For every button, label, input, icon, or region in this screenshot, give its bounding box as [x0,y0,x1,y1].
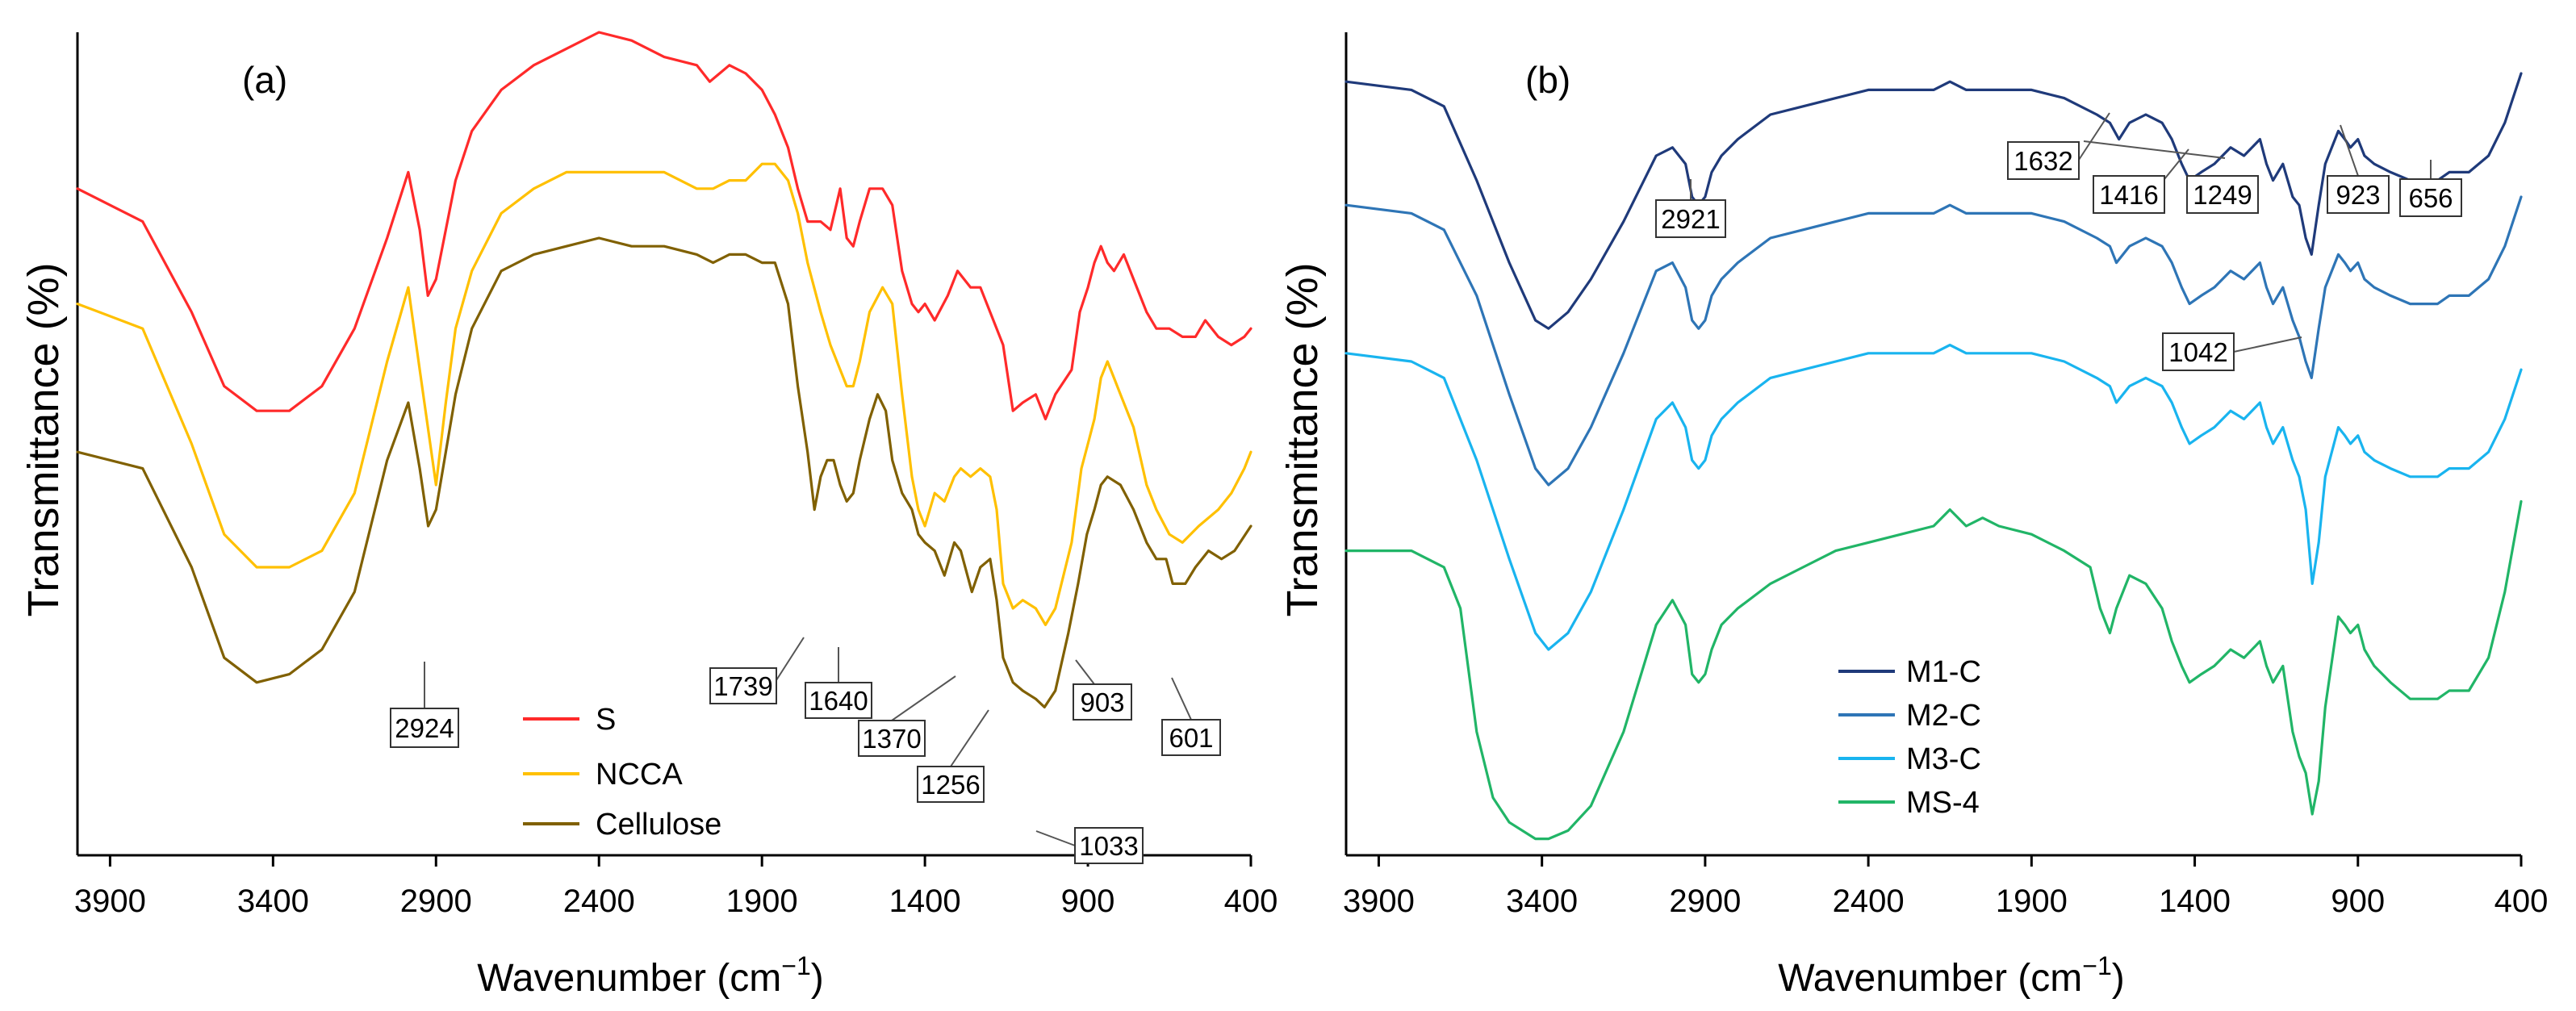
legend-item-cellulose: Cellulose [523,808,721,842]
x-tick-label-2400: 2400 [1833,884,1905,919]
svg-text:2924: 2924 [395,713,454,743]
svg-text:1249: 1249 [2193,180,2252,210]
panel-b: 3900 3400 2900 2400 1900 1400 900 400 (b) Trans… [1278,32,2548,1000]
svg-text:1256: 1256 [921,770,980,800]
svg-text:1042: 1042 [2168,337,2227,367]
panel-b-series [1344,72,2523,841]
panel-a-annotations: 2924 1739 1640 1370 1256 [390,637,1221,864]
series-line-m3-c [1344,344,2523,651]
panel-b-y-axis-title: Transmittance (%) [1278,262,1327,616]
annotation-1370: 1370 [858,675,956,757]
annotation-1739: 1739 [709,637,805,704]
panel-a-legend: S NCCA Cellulose [523,703,721,842]
annotation-2924: 2924 [390,662,459,748]
series-line-s [76,31,1252,420]
annotation-1042: 1042 [2162,332,2302,371]
panel-b-legend: M1-C M2-C M3-C MS-4 [1838,655,1981,820]
annotation-903: 903 [1073,659,1132,721]
legend-item-ncca: NCCA [523,758,683,792]
annotation-1033: 1033 [1035,827,1144,864]
x-tick-label-3400: 3400 [1506,884,1578,919]
x-tick-label-1400: 1400 [2159,884,2231,919]
panel-b-annotations: 2921 1632 1416 1249 923 [1655,112,2462,371]
svg-text:903: 903 [1080,687,1124,717]
annotation-1640: 1640 [805,647,872,719]
svg-text:923: 923 [2336,180,2380,210]
series-line-m1-c [1344,72,2523,330]
svg-text:601: 601 [1169,723,1213,753]
svg-text:2921: 2921 [1661,204,1720,234]
x-tick-label-2400: 2400 [563,884,635,919]
series-line-m2-c [1344,195,2523,487]
x-tick-label-900: 900 [1061,884,1115,919]
panel-a-y-axis-title: Transmittance (%) [19,262,68,616]
svg-text:1640: 1640 [809,686,868,716]
panel-b-x-axis-title: Wavenumber (cm−1) [1778,951,2124,1000]
annotation-923: 923 [2327,124,2390,214]
annotation-1416: 1416 [2093,148,2189,214]
x-tick-label-1400: 1400 [889,884,961,919]
annotation-601: 601 [1161,677,1221,756]
panel-b-label: (b) [1525,59,1570,101]
x-tick-label-3900: 3900 [74,884,146,919]
annotation-656: 656 [2399,160,2462,217]
legend-label-m2-c: M2-C [1906,699,1981,733]
legend-label-cellulose: Cellulose [596,808,721,842]
series-line-ncca [76,162,1252,626]
svg-text:1632: 1632 [2014,146,2072,176]
x-tick-label-900: 900 [2331,884,2385,919]
svg-text:1739: 1739 [713,671,772,701]
panel-a-series [76,31,1252,708]
x-tick-label-400: 400 [1224,884,1278,919]
x-tick-label-2900: 2900 [400,884,472,919]
legend-item-m1-c: M1-C [1838,655,1981,689]
legend-label-s: S [596,703,616,737]
svg-text:656: 656 [2408,183,2453,213]
panel-a-label: (a) [242,59,287,101]
annotation-1256: 1256 [917,709,989,803]
annotation-1632: 1632 [2007,112,2110,180]
x-tick-label-1900: 1900 [726,884,798,919]
svg-text:1416: 1416 [2099,180,2158,210]
svg-text:1033: 1033 [1079,831,1138,861]
annotation-1249: 1249 [2083,140,2259,214]
annotation-2921: 2921 [1655,179,1726,238]
x-tick-label-3400: 3400 [237,884,309,919]
legend-label-m3-c: M3-C [1906,742,1981,776]
legend-item-s: S [523,703,616,737]
panel-a-x-axis-title: Wavenumber (cm−1) [477,951,823,1000]
panel-b-axes: 3900 3400 2900 2400 1900 1400 900 400 [1343,32,2548,919]
legend-label-ncca: NCCA [596,758,683,792]
legend-item-m3-c: M3-C [1838,742,1981,776]
x-tick-label-400: 400 [2494,884,2549,919]
legend-item-ms-4: MS-4 [1838,786,1980,820]
panel-a-axes: 3900 3400 2900 2400 1900 1400 900 400 [74,32,1278,919]
legend-label-ms-4: MS-4 [1906,786,1980,820]
x-tick-label-2900: 2900 [1669,884,1741,919]
panel-a: 3900 3400 2900 2400 1900 1400 900 400 (a) Trans… [19,31,1278,1000]
series-line-cellulose [76,236,1252,708]
x-tick-label-3900: 3900 [1343,884,1415,919]
legend-item-m2-c: M2-C [1838,699,1981,733]
svg-text:1370: 1370 [862,724,921,754]
legend-label-m1-c: M1-C [1906,655,1981,689]
x-tick-label-1900: 1900 [1996,884,2068,919]
series-line-ms-4 [1344,499,2523,841]
